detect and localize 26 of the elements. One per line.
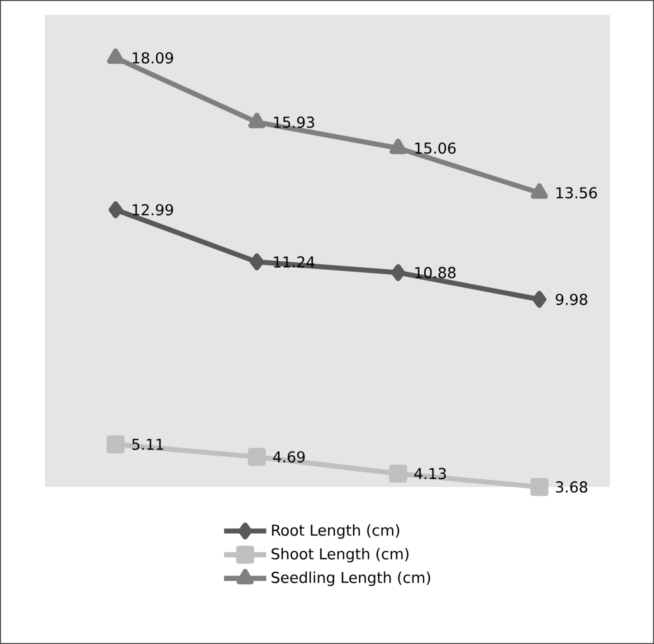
point [248, 112, 266, 128]
data-label: 13.56 [556, 187, 597, 198]
data-label: 9.98 [556, 294, 588, 306]
legend-label: Seedling Length (cm) [272, 572, 430, 586]
data-label: 12.99 [132, 204, 173, 216]
point [389, 464, 408, 483]
data-label: 10.88 [415, 266, 456, 278]
point [108, 201, 123, 218]
data-label: 3.68 [556, 481, 588, 493]
point [250, 253, 264, 270]
point [107, 48, 124, 64]
point [532, 290, 546, 308]
legend-label: Shoot Length (cm) [272, 548, 408, 562]
data-label: 18.09 [132, 52, 173, 64]
data-label: 15.06 [415, 142, 456, 154]
point [391, 264, 406, 282]
point [530, 478, 548, 496]
data-label: 4.13 [414, 468, 446, 480]
data-label: 5.11 [132, 438, 164, 450]
data-label: 15.93 [274, 116, 314, 128]
data-label: 4.69 [273, 451, 305, 463]
point [390, 138, 407, 154]
point [530, 183, 548, 199]
legend-label: Root Length (cm) [272, 524, 400, 539]
point [248, 448, 266, 466]
point [106, 435, 125, 454]
